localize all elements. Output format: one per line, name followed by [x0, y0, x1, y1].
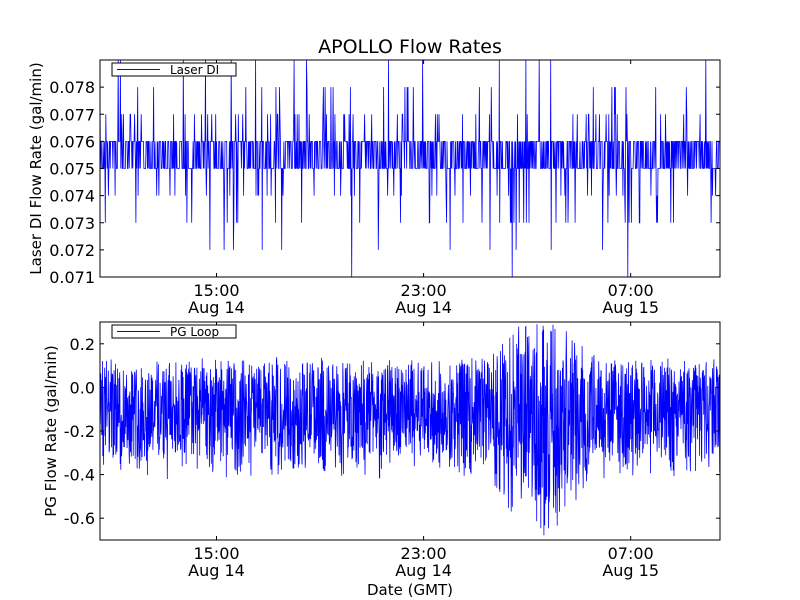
y-tick-label: 0.075 — [49, 160, 95, 179]
laser-di-subplot: 0.071 0.072 0.073 0.074 0.075 0.076 0.077 0.078… — [27, 59, 721, 317]
y-tick-label: 0.071 — [49, 268, 95, 287]
y-tick-label: -0.4 — [64, 466, 95, 485]
y-axis-label: PG Flow Rate (gal/min) — [42, 345, 60, 517]
x-tick-label-date: Aug 14 — [188, 298, 245, 317]
legend-label: PG Loop — [170, 325, 219, 339]
legend-box — [111, 62, 237, 77]
y-tick-label: 0.076 — [49, 132, 95, 151]
x-tick-label-time: 07:00 — [608, 544, 654, 563]
x-tick-label-date: Aug 14 — [188, 561, 245, 580]
x-tick-label-date: Aug 14 — [395, 561, 452, 580]
x-tick-label-date: Aug 15 — [602, 561, 659, 580]
x-tick-label-date: Aug 14 — [395, 298, 452, 317]
series-line-pg-loop — [100, 324, 720, 536]
legend: Laser DI — [111, 62, 237, 77]
x-tick-label-time: 15:00 — [193, 281, 239, 300]
x-axis-label: Date (GMT) — [367, 581, 453, 599]
y-tick-label: 0.073 — [49, 214, 95, 233]
y-tick-label: 0.072 — [49, 241, 95, 260]
y-tick-label: 0.0 — [70, 378, 95, 397]
y-tick-label: 0.2 — [70, 335, 95, 354]
x-tick-label-time: 23:00 — [401, 544, 447, 563]
chart-title: APOLLO Flow Rates — [318, 36, 502, 58]
y-tick-label: 0.074 — [49, 187, 95, 206]
y-axis-label: Laser DI Flow Rate (gal/min) — [27, 62, 45, 274]
x-tick-label-time: 23:00 — [401, 281, 447, 300]
legend-box — [111, 324, 237, 339]
y-tick-label: 0.077 — [49, 105, 95, 124]
series-line-laser-di — [100, 60, 720, 277]
y-tick-label: -0.2 — [64, 422, 95, 441]
x-tick-label-date: Aug 15 — [602, 298, 659, 317]
y-tick-label: -0.6 — [64, 509, 95, 528]
y-tick-label: 0.078 — [49, 78, 95, 97]
x-tick-label-time: 15:00 — [193, 544, 239, 563]
x-tick-label-time: 07:00 — [608, 281, 654, 300]
legend: PG Loop — [111, 324, 237, 339]
legend-label: Laser DI — [170, 63, 219, 77]
